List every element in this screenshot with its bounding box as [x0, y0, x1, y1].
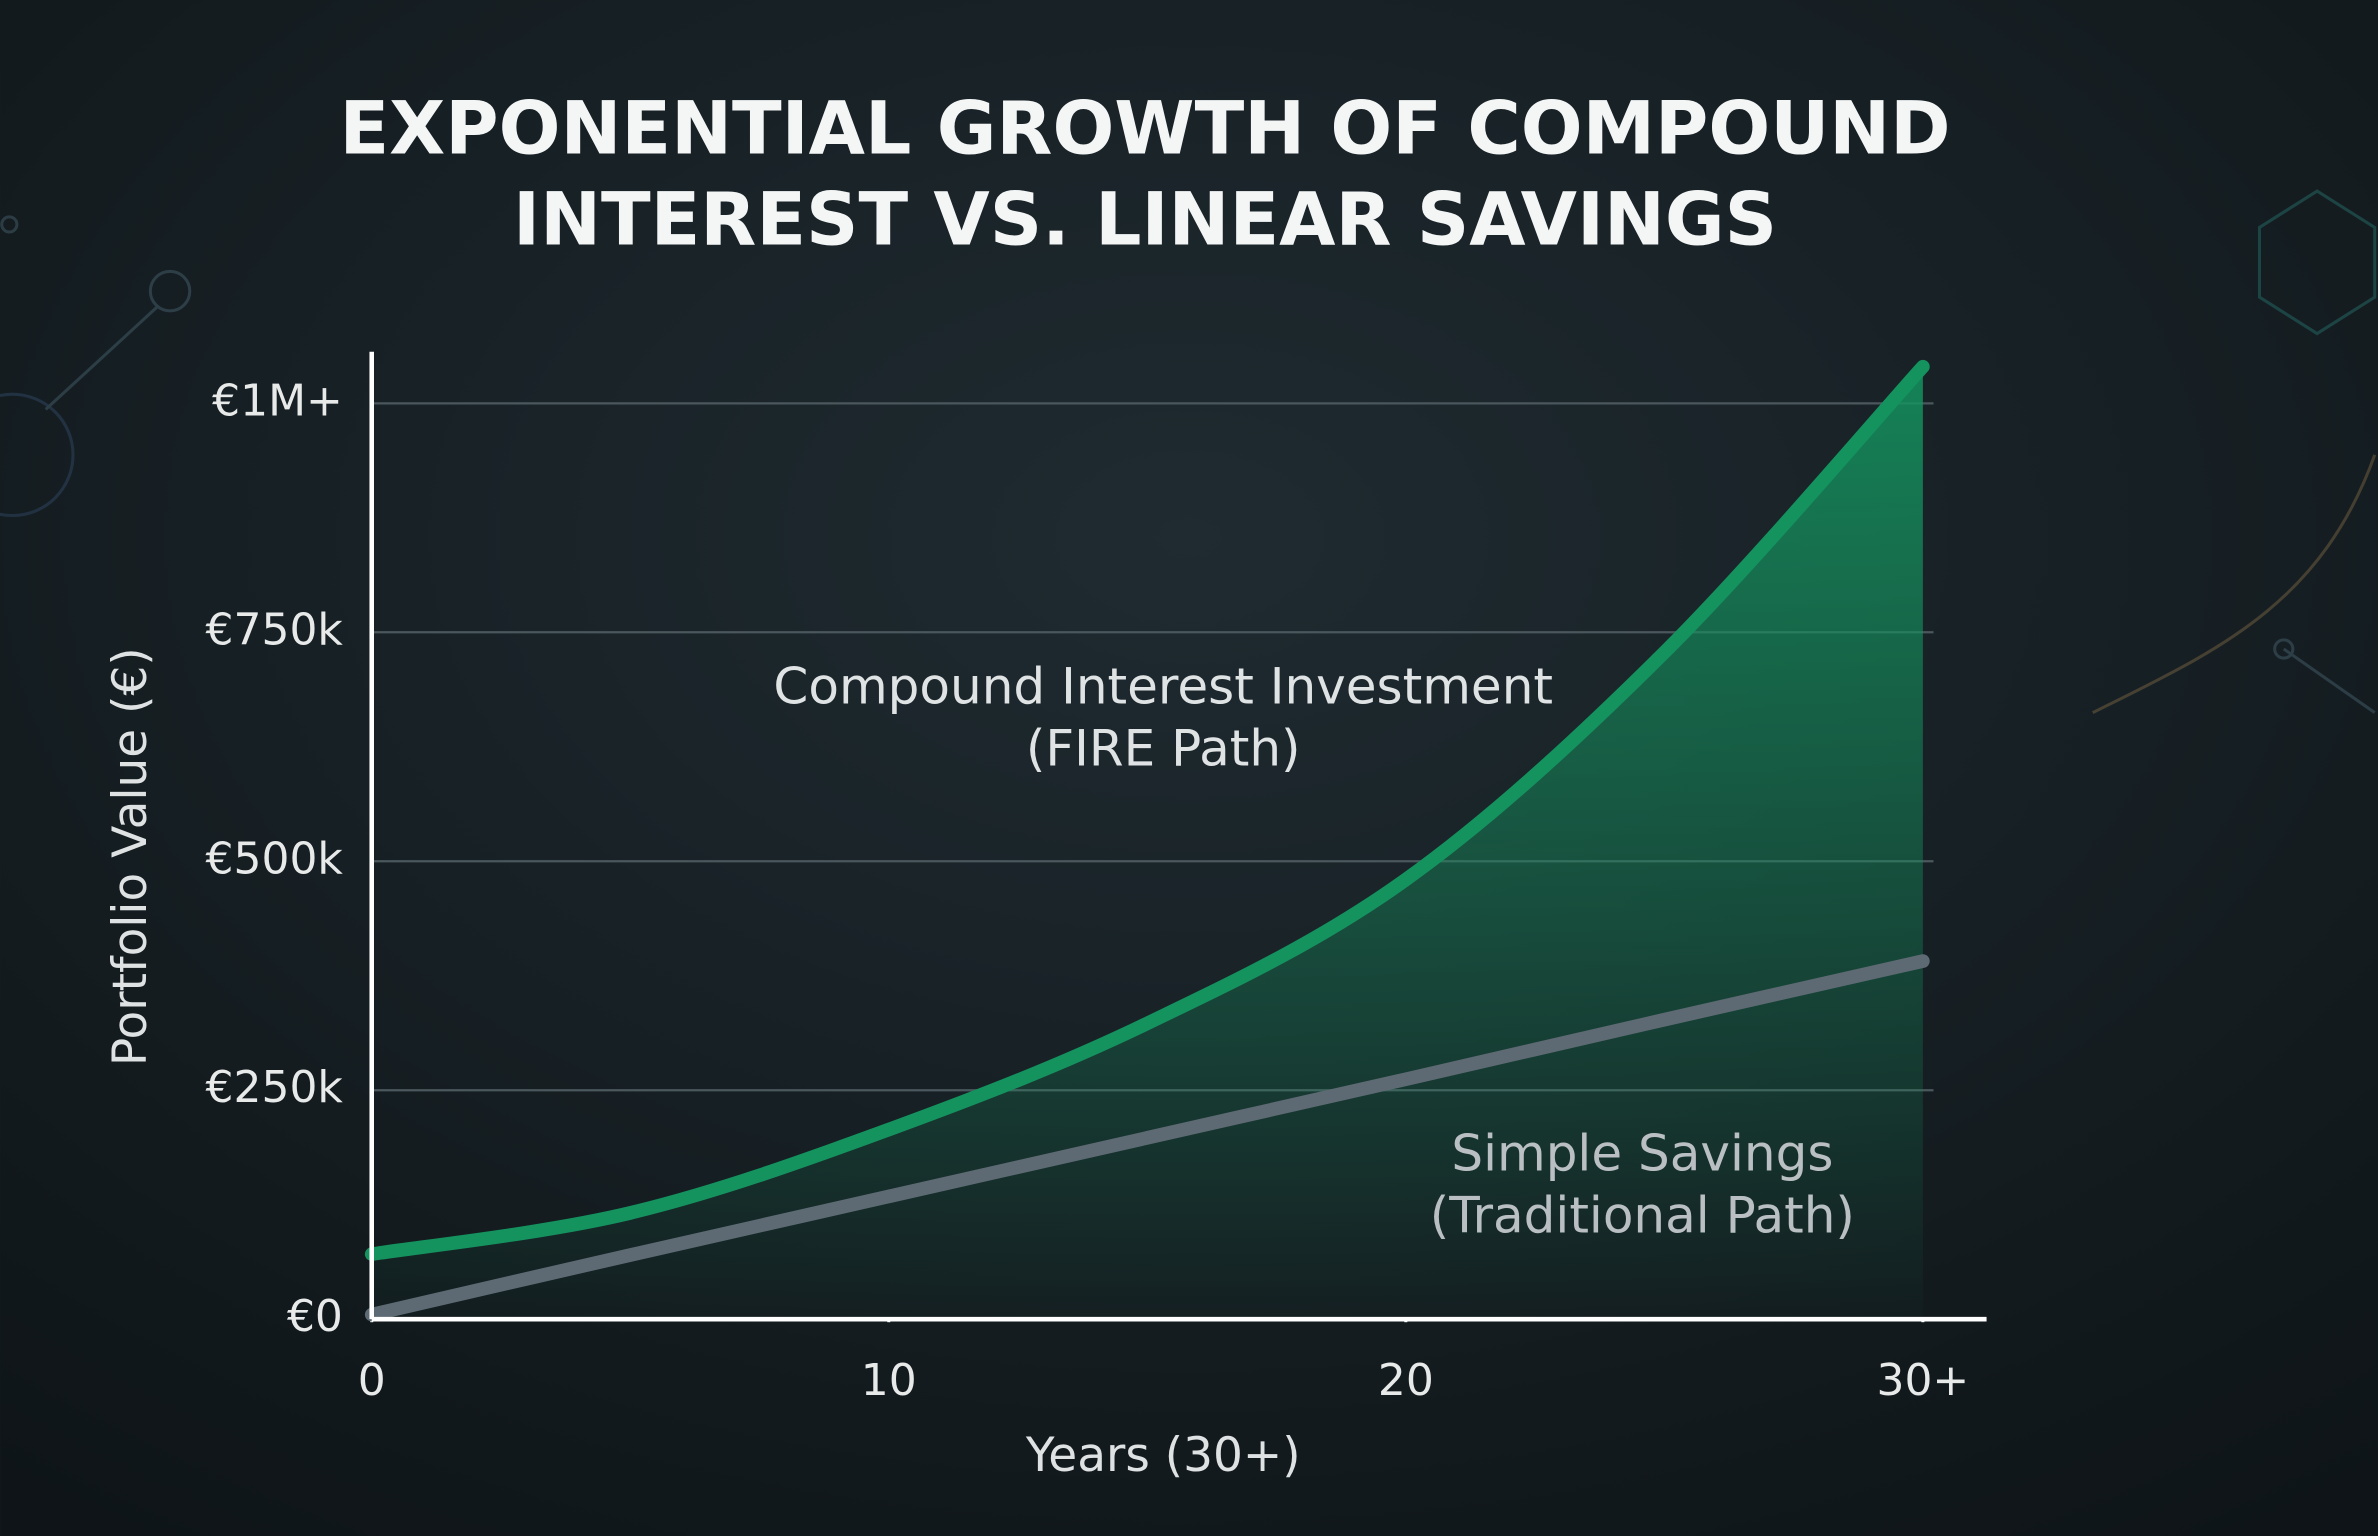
decoration	[0, 189, 2377, 715]
y-axis-label: Portfolio Value (€)	[103, 647, 158, 1066]
annotation: (FIRE Path)	[1026, 720, 1301, 778]
annotation: Compound Interest Investment	[773, 657, 1553, 715]
y-tick-label: €250k	[206, 1062, 344, 1113]
x-tick-label: 10	[861, 1355, 917, 1406]
chart-title: EXPONENTIAL GROWTH OF COMPOUND	[339, 86, 1950, 171]
area	[371, 366, 1923, 1320]
plot-area: €0 €250k €500k €750k €1M+ 0 10 20 30+ Years (30+)…	[103, 351, 1987, 1483]
line	[364, 359, 1930, 1261]
x-axis-label: Years (30+)	[1025, 1428, 1301, 1483]
annotation: Simple Savings	[1451, 1124, 1833, 1182]
y-tick-label: €500k	[206, 833, 344, 884]
y-tick-label: €1M+	[212, 375, 343, 426]
chart-title: INTEREST VS. LINEAR SAVINGS	[513, 177, 1777, 262]
line	[364, 954, 1930, 1322]
x-tick-label: 30+	[1876, 1355, 1969, 1406]
y-tick-label: €750k	[206, 604, 344, 655]
x-tick-label: 0	[358, 1355, 386, 1406]
annotation: (Traditional Path)	[1430, 1187, 1855, 1245]
y-tick-label: €0	[287, 1291, 343, 1342]
x-tick-label: 20	[1378, 1355, 1434, 1406]
